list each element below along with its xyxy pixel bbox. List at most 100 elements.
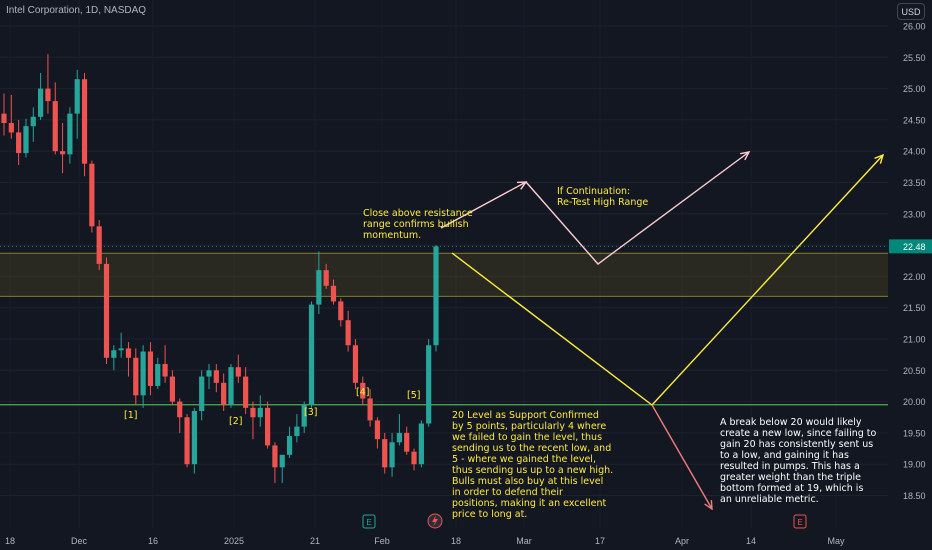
candle-body <box>147 351 154 386</box>
candle-body <box>286 436 293 455</box>
price-tick-label: 23.50 <box>903 178 926 188</box>
candle-body <box>374 420 381 440</box>
price-axis: 26.0025.5025.0024.5024.0023.5023.0022.50… <box>889 22 932 501</box>
label-point-1: [1] <box>124 410 138 421</box>
candle-body <box>221 382 227 405</box>
candle-body <box>30 116 36 127</box>
candles <box>1 54 439 483</box>
candle-body <box>352 345 359 383</box>
candle-body <box>96 226 102 264</box>
arrow-up-from-support-head <box>874 153 885 164</box>
price-tick-label: 21.00 <box>903 335 926 345</box>
candle-body <box>140 351 146 396</box>
candle-body <box>125 348 132 358</box>
candle-body <box>301 404 307 427</box>
candle-body <box>89 163 95 227</box>
candle-body <box>345 320 351 346</box>
price-tick-label: 26.00 <box>903 22 926 32</box>
time-tick-label: 18 <box>5 536 15 546</box>
price-tick-label: 24.50 <box>903 115 926 125</box>
candle-body <box>404 432 410 452</box>
candle-body <box>243 376 249 408</box>
candle-body <box>162 364 168 377</box>
arrow-resistance-up <box>440 181 527 229</box>
candle-body <box>184 417 190 465</box>
candle-body <box>382 439 388 468</box>
arrow-breakdown <box>651 404 713 510</box>
label-point-2: [2] <box>229 416 243 427</box>
candle-body <box>81 79 88 164</box>
time-tick-label: 21 <box>310 536 320 546</box>
arrow-down-to-support <box>451 252 653 406</box>
candle-body <box>38 88 44 117</box>
label-point-4: [4] <box>356 387 370 398</box>
resistance-note: Close above resistance range confirms bu… <box>363 208 473 241</box>
last-price-badge <box>889 239 932 254</box>
candle-body <box>169 376 176 402</box>
candle-body <box>133 357 139 396</box>
candle-body <box>426 345 432 424</box>
price-tick-label: 19.00 <box>903 460 926 470</box>
candle-body <box>433 246 439 346</box>
earnings-marker-icon <box>793 514 807 529</box>
time-tick-label: Mar <box>516 536 532 546</box>
candle-body <box>213 370 219 383</box>
currency-button[interactable]: USD <box>897 3 925 20</box>
arrow-breakdown-head <box>704 499 713 511</box>
price-tick-label: 23.00 <box>903 209 926 219</box>
candle-body <box>389 442 395 468</box>
arrow-up-from-support <box>651 154 884 406</box>
price-tick-label: 20.00 <box>903 397 926 407</box>
candle-body <box>323 270 329 286</box>
candle-body <box>360 382 366 399</box>
time-tick-label: Apr <box>675 536 689 546</box>
time-tick-label: Dec <box>71 536 88 546</box>
candle-body <box>23 126 29 154</box>
candle-body <box>272 445 278 468</box>
label-point-3: [3] <box>304 407 318 418</box>
chart-title: Intel Corporation, 1D, NASDAQ <box>6 5 147 16</box>
time-tick-label: 17 <box>595 536 605 546</box>
candle-body <box>111 350 117 358</box>
candle-body <box>8 123 14 133</box>
price-tick-label: 20.50 <box>903 366 926 376</box>
candle-body <box>118 348 124 351</box>
candle-body <box>294 426 300 437</box>
continuation-note: If Continuation: Re-Test High Range <box>557 186 649 208</box>
candle-body <box>228 367 234 405</box>
candle-body <box>257 407 263 418</box>
price-tick-label: 22.00 <box>903 272 926 282</box>
candle-body <box>59 151 66 155</box>
arrow-continuation <box>525 151 750 265</box>
candle-body <box>367 398 373 421</box>
candle-body <box>411 451 417 465</box>
time-tick-label: 18 <box>451 536 461 546</box>
candle-body <box>279 454 285 468</box>
price-tick-label: 19.50 <box>903 428 926 438</box>
time-axis: 18 Dec 16 2025 21 Feb 18 Mar 17 Apr 14 May <box>5 536 845 546</box>
candle-body <box>52 101 58 152</box>
candle-body <box>177 401 183 418</box>
candle-body <box>16 132 22 154</box>
earnings-marker-label: E <box>797 518 802 527</box>
price-tick-label: 25.00 <box>903 84 926 94</box>
label-point-5: [5] <box>407 390 421 401</box>
bolt-icon <box>432 515 438 527</box>
candle-body <box>396 432 402 443</box>
candle-body <box>67 113 73 155</box>
breakdown-note: A break below 20 would likely create a n… <box>720 417 877 505</box>
candle-body <box>316 270 322 305</box>
candle-body <box>1 113 7 124</box>
price-tick-label: 21.50 <box>903 303 926 313</box>
candle-body <box>199 376 205 411</box>
arrow-continuation-head <box>740 151 751 161</box>
candle-body <box>264 407 271 446</box>
candle-body <box>155 364 161 386</box>
candle-body <box>191 410 197 465</box>
price-tick-label: 18.50 <box>903 491 926 501</box>
time-tick-label: Feb <box>374 536 390 546</box>
candle-body <box>103 263 110 358</box>
earnings-marker-icon <box>362 514 376 529</box>
